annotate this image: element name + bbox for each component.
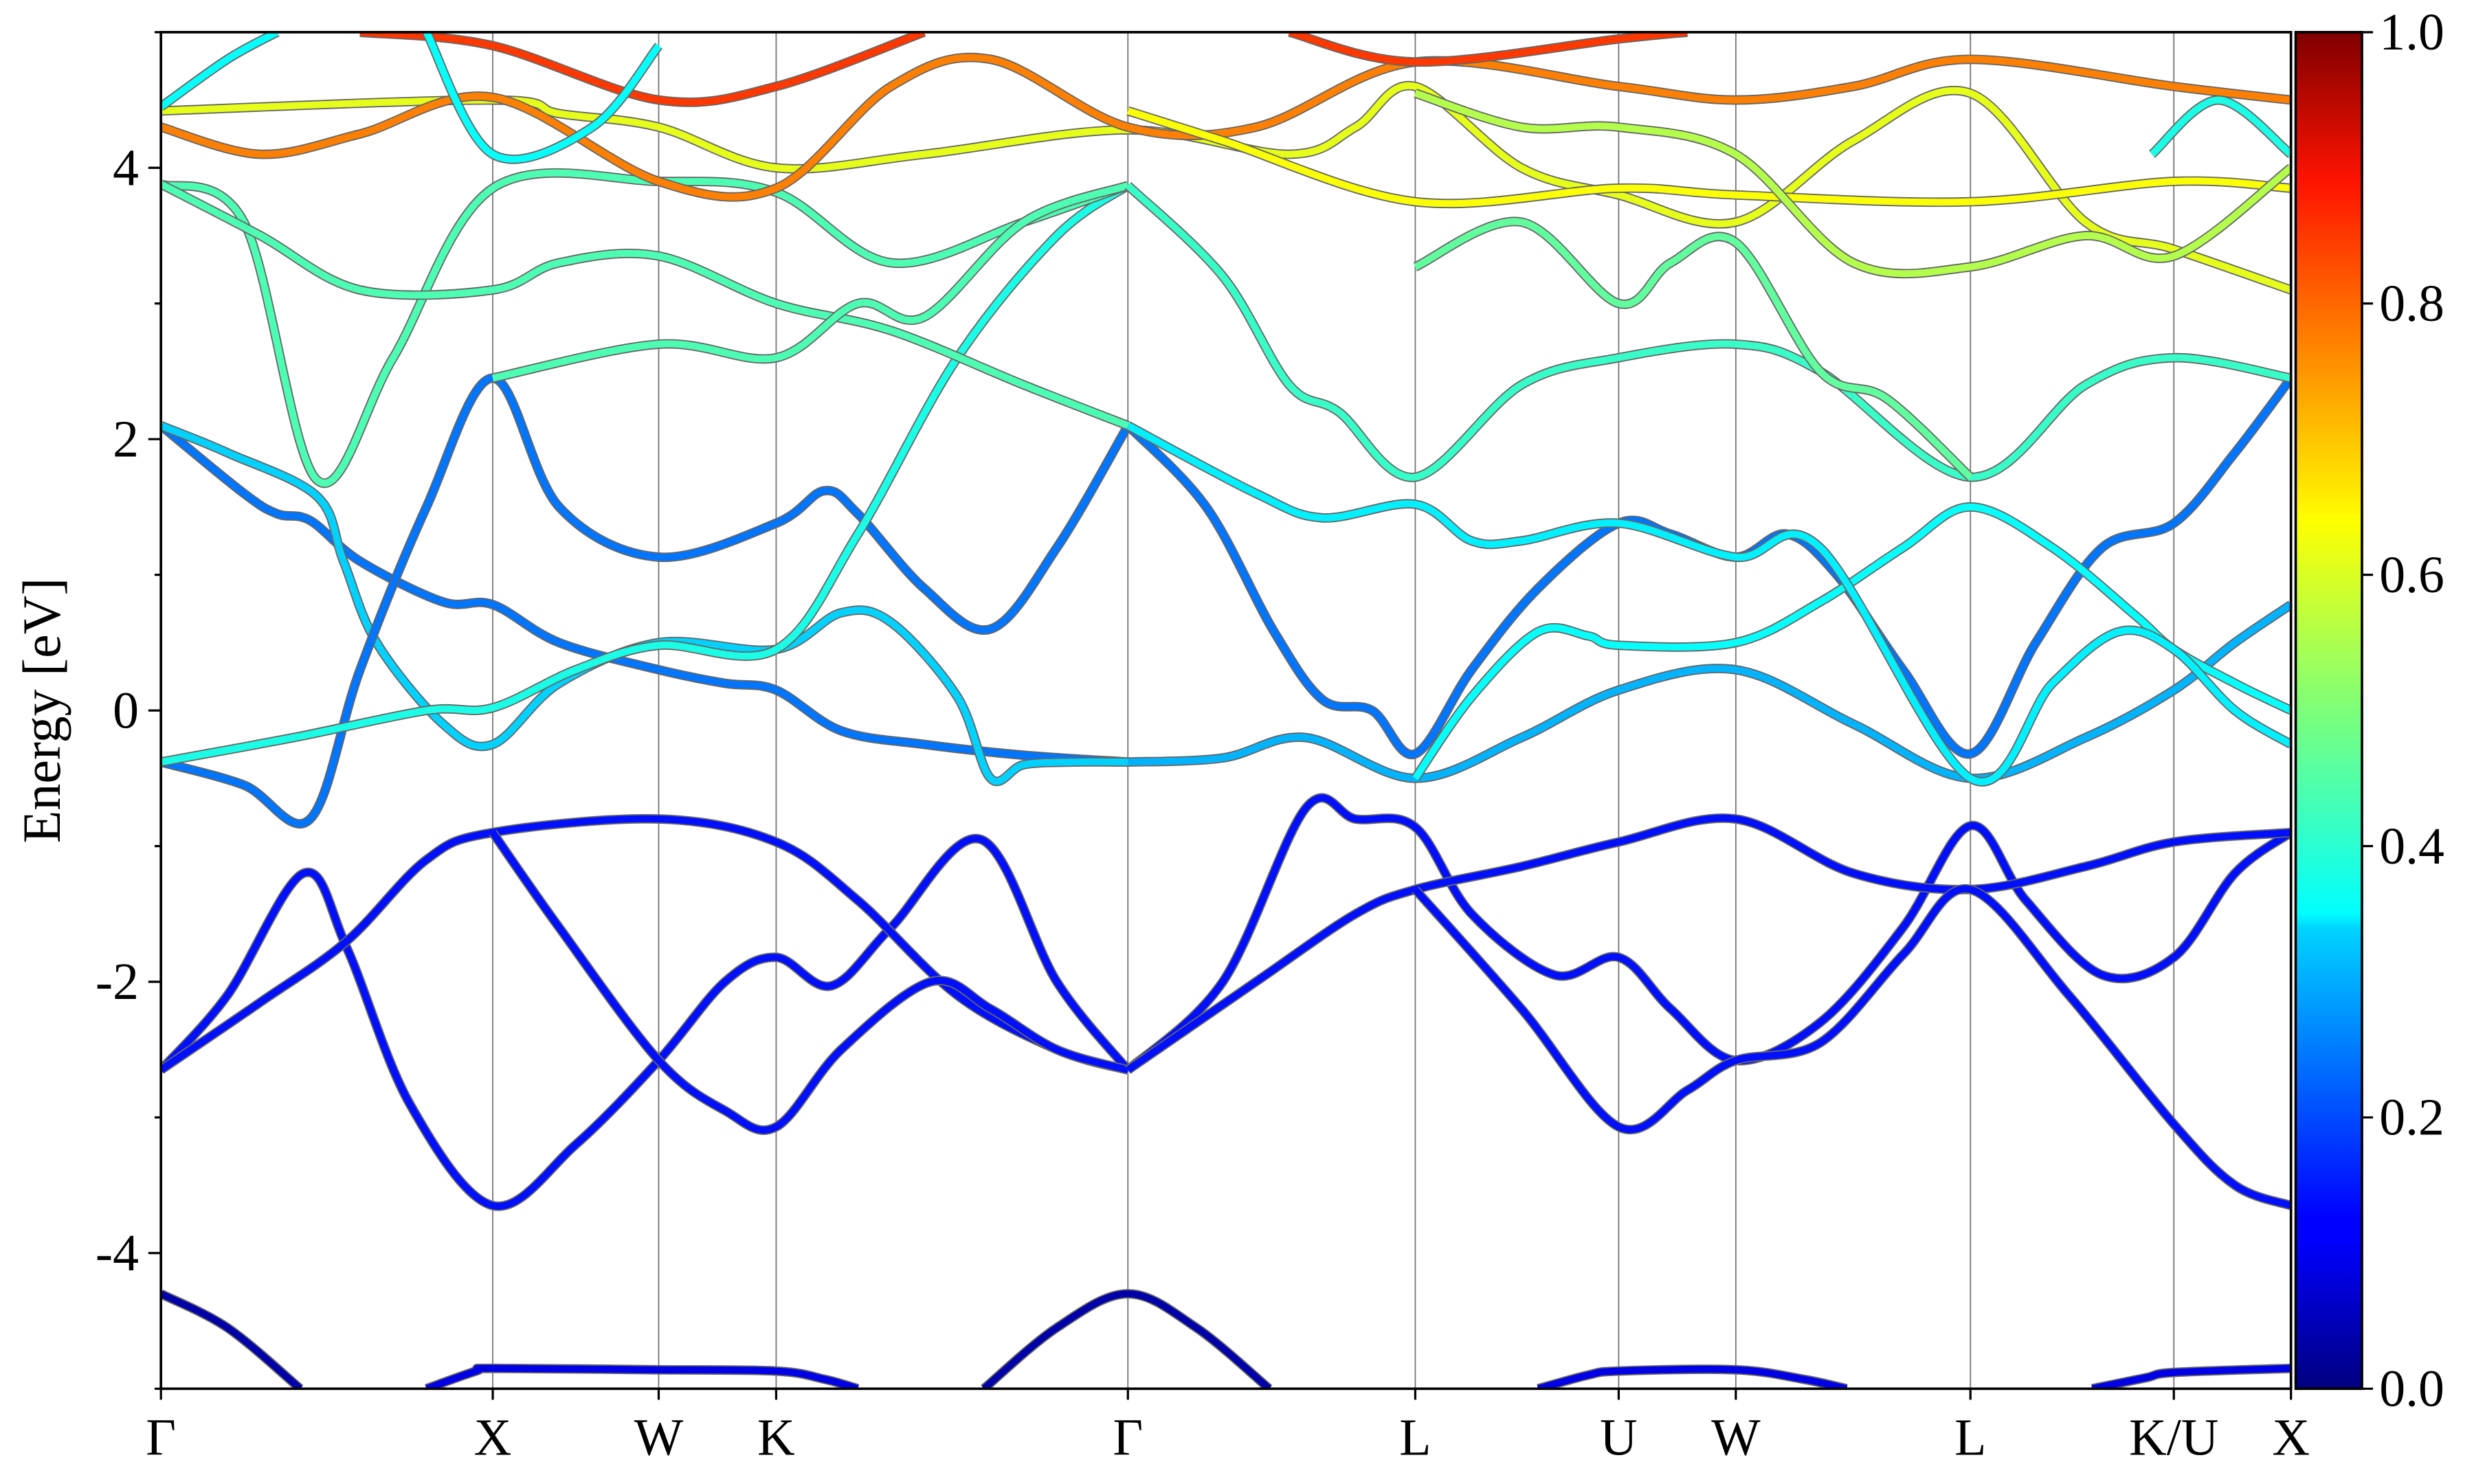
band-line (1126, 107, 2291, 207)
band-line (1414, 218, 1973, 480)
x-tick-label: Γ (1113, 1409, 1143, 1467)
band-outline (161, 813, 1130, 1075)
y-tick-label: 4 (113, 139, 139, 197)
colorbar-tick-label: 0.8 (2379, 275, 2444, 333)
band-line (161, 374, 1131, 828)
band-line (161, 815, 1129, 1074)
band-line (161, 169, 1129, 487)
y-tick-label: 0 (113, 682, 139, 739)
band-line (161, 835, 1131, 1210)
band-line (161, 54, 2291, 201)
y-axis-label: Energy [eV] (12, 578, 71, 843)
band-outline (161, 833, 1132, 1211)
band-outline (161, 179, 1130, 430)
band-outline (161, 422, 1128, 767)
band-line (1126, 814, 2291, 1073)
x-tick-label: X (474, 1409, 512, 1467)
x-tick-label: Γ (146, 1409, 176, 1467)
x-tick-label: L (1399, 1409, 1431, 1467)
band-outline (161, 181, 1131, 767)
x-tick-label: L (1954, 1409, 1986, 1467)
band-line (1414, 89, 2291, 278)
colorbar-tick-label: 1.0 (2379, 3, 2444, 61)
band-outline (161, 421, 1128, 787)
x-tick-label: U (1600, 1409, 1638, 1467)
band-line (489, 830, 1129, 1134)
bands (161, 32, 2291, 1389)
band-line (491, 182, 1129, 382)
band-line (161, 182, 1130, 766)
x-tick-label: W (1711, 1409, 1761, 1467)
x-tick-label: X (2272, 1409, 2310, 1467)
band-outline (981, 1289, 1273, 1389)
band-line (1412, 885, 2291, 1209)
band-line (1125, 183, 2291, 481)
colorbar-tick-label: 0.4 (2379, 818, 2444, 875)
colorbar-tick-label: 0.6 (2379, 546, 2444, 604)
band-outline (1124, 375, 2291, 760)
band-line (981, 1290, 1272, 1389)
band-line (2091, 1364, 2291, 1389)
band-line (425, 1364, 859, 1389)
band-line (1288, 32, 1688, 66)
x-tick-label: K/U (2129, 1409, 2218, 1467)
x-tick-label: W (634, 1409, 684, 1467)
band-line (423, 32, 662, 163)
band-line (1128, 601, 2291, 782)
x-tick-label: K (757, 1409, 795, 1467)
y-axis: -4 -2 0 2 4 (96, 31, 161, 1390)
band-line (161, 181, 1130, 429)
band-outline (1124, 182, 2291, 482)
band-outline (1124, 793, 2291, 1074)
y-tick-label: 2 (113, 410, 139, 468)
colorbar-tick-label: 0.0 (2379, 1360, 2444, 1418)
band-outline (161, 80, 2291, 295)
band-outline (161, 52, 2291, 202)
y-tick-label: -4 (96, 1224, 139, 1282)
band-line (1125, 794, 2291, 1073)
band-line (1125, 376, 2291, 758)
colorbar-tick-label: 0.2 (2379, 1089, 2444, 1147)
band-line (161, 422, 1128, 785)
band-line (161, 423, 1128, 766)
y-tick-label: -2 (96, 953, 139, 1011)
colorbar (2294, 31, 2363, 1391)
band-line (1537, 1365, 1848, 1389)
band-line (1126, 422, 2291, 785)
band-line (161, 1290, 303, 1389)
colorbar-axis: 0.0 0.2 0.4 0.6 0.8 1.0 (2361, 3, 2444, 1418)
band-line (359, 32, 926, 106)
x-axis: Γ X W K Γ L U W L K/U X (146, 1389, 2310, 1467)
band-line (161, 82, 2291, 293)
band-line (2150, 96, 2291, 157)
band-line (161, 32, 279, 110)
